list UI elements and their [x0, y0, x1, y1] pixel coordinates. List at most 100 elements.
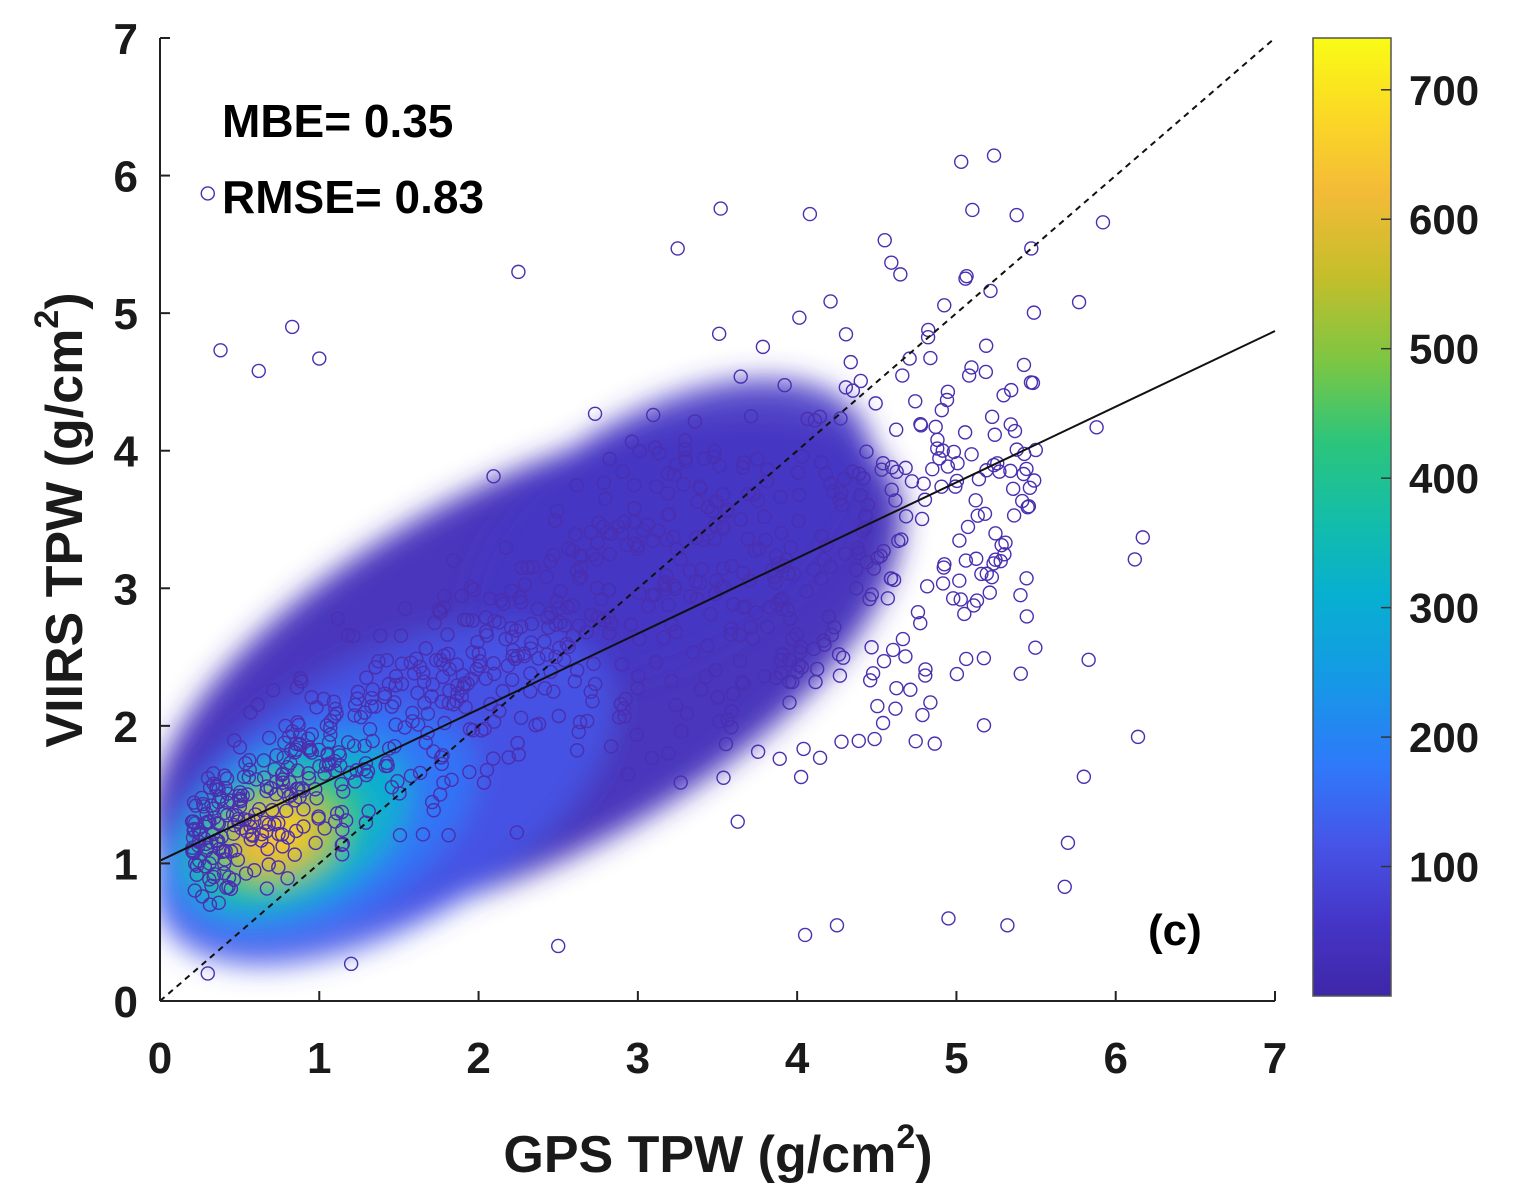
scatter-point [1016, 357, 1032, 373]
scatter-point [403, 768, 419, 784]
scatter-point [501, 750, 516, 765]
scatter-point [969, 593, 985, 608]
scatter-point [781, 566, 796, 581]
scatter-point [219, 880, 234, 895]
scatter-point [1076, 769, 1092, 784]
scatter-point [232, 740, 248, 755]
scatter-point [361, 803, 376, 819]
scatter-point [256, 770, 272, 785]
scatter-point [407, 666, 422, 681]
scatter-point [358, 756, 374, 771]
x-axis-title-close: ) [915, 1126, 932, 1184]
scatter-point [405, 705, 420, 721]
scatter-point [197, 858, 213, 874]
scatter-point [359, 670, 374, 685]
scatter-point [409, 651, 424, 666]
scatter-point [543, 554, 558, 569]
scatter-point [849, 581, 864, 596]
scatter-point [359, 767, 374, 783]
x-tick-label: 1 [307, 1034, 331, 1083]
y-axis-title-close: ) [36, 292, 94, 309]
scatter-point [832, 492, 847, 507]
scatter-point [1089, 420, 1104, 435]
scatter-point [886, 572, 902, 588]
scatter-point [511, 747, 526, 762]
scatter-point [982, 585, 997, 600]
scatter-point [456, 680, 471, 695]
scatter-point [226, 826, 241, 841]
scatter-point [587, 406, 603, 421]
scatter-point [498, 540, 514, 555]
scatter-point [433, 652, 448, 668]
y-tick-label: 1 [114, 840, 138, 889]
scatter-point [302, 743, 317, 758]
scatter-point [437, 588, 452, 604]
scatter-point [875, 715, 891, 731]
scatter-point [471, 646, 487, 661]
scatter-point [946, 591, 961, 606]
scatter-point [457, 612, 472, 627]
scatter-point [364, 699, 379, 714]
scatter-point [511, 264, 526, 280]
scatter-point [786, 566, 802, 582]
scatter-point [196, 796, 211, 812]
colorbar: 100 200 300 400 500 600 700 [1312, 37, 1479, 997]
scatter-point [204, 798, 219, 813]
scatter-point [388, 678, 403, 693]
scatter-point [791, 513, 806, 529]
scatter-point [930, 441, 945, 456]
scatter-point [551, 600, 566, 616]
scatter-point [1028, 640, 1043, 655]
scatter-point [796, 741, 811, 757]
scatter-point [243, 705, 258, 720]
colorbar-tick-label: 600 [1409, 196, 1479, 243]
scatter-point [940, 384, 956, 400]
scatter-point [454, 588, 469, 604]
scatter-point [256, 753, 271, 768]
one-to-one-line [159, 37, 1276, 1002]
scatter-point [412, 765, 428, 781]
scatter-point [415, 827, 431, 842]
scatter-point [596, 475, 611, 491]
colorbar-tick-label: 500 [1409, 326, 1479, 373]
scatter-point [343, 956, 359, 972]
scatter-point [904, 474, 920, 489]
scatter-point [601, 610, 616, 625]
scatter-point [952, 533, 967, 548]
scatter-point [202, 815, 217, 830]
scatter-point [895, 368, 910, 383]
scatter-point [219, 808, 235, 823]
scatter-point [960, 519, 976, 535]
scatter-point [806, 562, 821, 577]
scatter-point [1060, 835, 1076, 850]
scatter-point [259, 779, 275, 794]
scatter-point [551, 708, 566, 724]
scatter-point [441, 828, 456, 843]
colorbar-ticks: 100 200 300 400 500 600 700 [1381, 67, 1479, 891]
scatter-point [600, 525, 615, 540]
scatter-point [812, 409, 828, 424]
scatter-point [660, 507, 676, 523]
scatter-point [1022, 480, 1038, 495]
scatter-point [789, 664, 805, 680]
scatter-point [733, 512, 748, 527]
scatter-point [229, 808, 244, 823]
scatter-point [546, 547, 561, 563]
scatter-point [821, 609, 836, 624]
scatter-point [964, 447, 979, 462]
scatter-point [673, 775, 688, 790]
y-tick-label: 3 [114, 565, 138, 614]
scatter-point [831, 647, 847, 662]
scatter-point [726, 597, 741, 612]
scatter-point [923, 350, 938, 366]
scatter-point [870, 698, 885, 714]
scatter-point [891, 533, 906, 549]
colorbar-tick-label: 100 [1409, 844, 1479, 891]
scatter-point [630, 538, 646, 553]
scatter-point [433, 604, 448, 620]
scatter-point [1013, 666, 1028, 681]
scatter-point [736, 455, 752, 470]
scatter-point [823, 294, 838, 309]
scatter-point [543, 605, 558, 621]
scatter-point [659, 568, 674, 583]
